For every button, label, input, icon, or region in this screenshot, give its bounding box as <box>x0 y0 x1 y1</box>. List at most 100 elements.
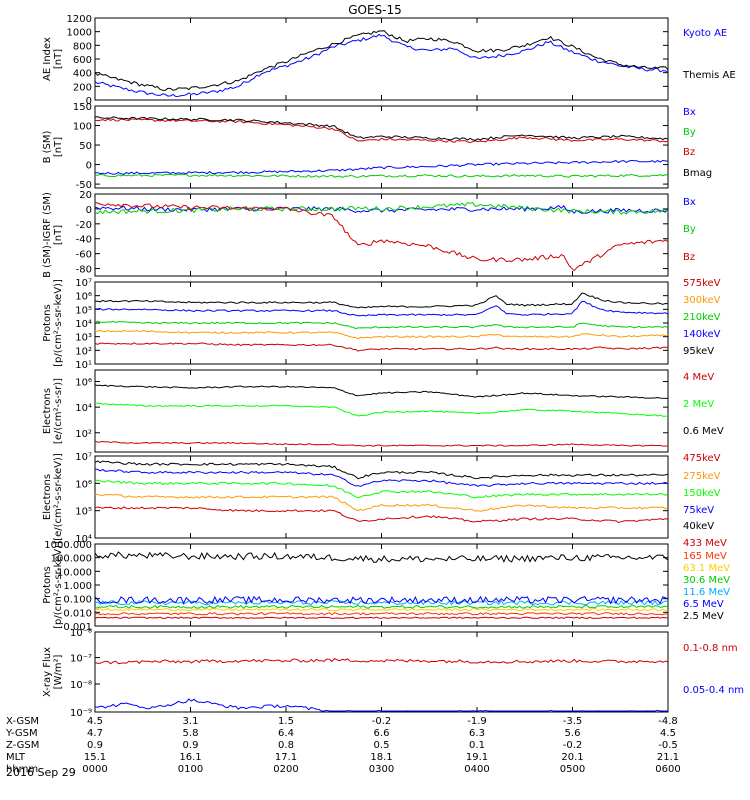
legend-entry: Bx <box>683 107 696 118</box>
legend-entry: 165 MeV <box>683 551 727 562</box>
y-tick-label: 100.000 <box>51 554 92 565</box>
legend-entry: 140keV <box>683 329 721 340</box>
y-tick-label: 400 <box>73 69 92 80</box>
series-line-protons_hi-6 <box>94 551 669 564</box>
series-line-xray-0 <box>94 657 669 665</box>
legend-entry: 95keV <box>683 346 714 357</box>
y-axis-label: [p/(cm²-s-sr-keV)] <box>53 279 64 367</box>
x-tick-value: 0.9 <box>183 740 199 751</box>
y-axis-label: [nT] <box>53 225 64 245</box>
series-line-protons_hi-2 <box>94 607 669 612</box>
legend-entry: 63.1 MeV <box>683 563 730 574</box>
legend-entry: Bmag <box>683 168 712 179</box>
y-tick-label: 0 <box>86 205 92 216</box>
y-axis-label: [nT] <box>53 137 64 157</box>
y-tick-label: 10⁴ <box>75 534 92 545</box>
y-axis-label: [W/m²] <box>53 654 64 689</box>
x-tick-value: 0.5 <box>374 740 390 751</box>
y-tick-label: 10⁻⁹ <box>70 708 92 719</box>
legend-entry: 30.6 MeV <box>683 575 730 586</box>
series-line-ae-0 <box>94 33 669 98</box>
series-line-protons_mev-4 <box>94 292 669 309</box>
x-row-label: MLT <box>6 752 26 763</box>
legend-entry: 0.05-0.4 nm <box>683 685 744 696</box>
x-tick-value: 4.7 <box>87 728 103 739</box>
x-tick-value: 6.3 <box>469 728 485 739</box>
series-line-protons_hi-5 <box>94 595 669 605</box>
panel-frame <box>94 369 669 453</box>
x-tick-value: 0.8 <box>278 740 294 751</box>
y-tick-label: 10² <box>75 346 92 357</box>
series-line-electrons_kev-0 <box>94 506 669 524</box>
legend-entry: Bx <box>683 197 696 208</box>
legend-entry: Bz <box>683 147 695 158</box>
x-tick-value: -0.2 <box>372 716 392 727</box>
panel-electrons_kev: 10⁴ 10⁵ 10⁶ 10⁷ Electrons [e/(cm²-s-sr-keV)] 4… <box>42 452 721 545</box>
series-line-b-2 <box>94 118 669 144</box>
legend-entry: 4 MeV <box>683 372 714 383</box>
y-axis-label: Protons <box>42 304 53 341</box>
series-line-electrons_kev-4 <box>94 460 669 480</box>
series-line-b-1 <box>94 173 669 178</box>
series-line-protons_mev-3 <box>95 300 669 317</box>
panel-b: -50 0 50 100 150 B (SM) [nT] Bx By Bz Bmag <box>42 102 712 191</box>
series-line-ae-1 <box>94 30 669 91</box>
x-tick-value: 0000 <box>82 764 107 775</box>
series-line-dbigrf-2 <box>94 202 669 272</box>
legend-entry: 475keV <box>683 453 721 464</box>
y-tick-label: -50 <box>76 180 92 191</box>
y-axis-label: Electrons <box>42 388 53 434</box>
y-tick-label: 1.000 <box>63 581 92 592</box>
y-axis-label: B (SM) <box>42 130 53 163</box>
chart-title: GOES-15 <box>348 3 402 17</box>
panel-protons_hi: 0.001 0.010 0.100 1.000 10.000 100.000 1000.00… <box>42 538 730 633</box>
x-axis-table: X-GSMY-GSMZ-GSMMLThhmm4.54.70.915.100003… <box>5 716 681 775</box>
legend-entry: 0.1-0.8 nm <box>683 643 738 654</box>
y-tick-label: 0 <box>86 96 92 107</box>
x-tick-value: -0.5 <box>658 740 678 751</box>
x-tick-value: 1.5 <box>278 716 294 727</box>
panel-protons_mev: 10¹ 10² 10³ 10⁴ 10⁵ 10⁶ 10⁷ Protons [p/(cm²-s-sr… <box>42 278 721 371</box>
series-line-protons_hi-1 <box>94 612 669 616</box>
legend-entry: By <box>683 224 696 235</box>
y-tick-label: -80 <box>76 265 92 276</box>
legend-entry: 2.5 MeV <box>683 611 724 622</box>
y-tick-label: 10⁴ <box>75 403 92 414</box>
series-line-electrons_kev-3 <box>94 468 669 487</box>
series-line-protons_hi-4 <box>94 600 669 606</box>
series-line-protons_mev-1 <box>94 329 669 340</box>
series-line-protons_mev-0 <box>94 342 669 352</box>
y-tick-label: 1000 <box>67 28 92 39</box>
x-tick-value: 6.6 <box>374 728 390 739</box>
series-line-protons_hi-3 <box>94 604 669 609</box>
x-row-label: hhmm <box>6 764 38 775</box>
y-tick-label: 0.010 <box>63 608 92 619</box>
y-tick-label: -40 <box>76 235 92 246</box>
y-axis-label: X-ray Flux <box>42 647 53 697</box>
y-axis-label: [e/(cm²-s-sr-keV)] <box>53 453 64 541</box>
date-label: 2016 Sep 29 <box>6 766 76 779</box>
x-tick-value: 0.9 <box>87 740 103 751</box>
x-tick-value: 19.1 <box>466 752 488 763</box>
x-tick-value: -3.5 <box>563 716 583 727</box>
y-tick-label: 10⁻⁸ <box>70 628 92 639</box>
x-tick-value: 21.1 <box>657 752 679 763</box>
x-tick-value: -4.8 <box>658 716 678 727</box>
y-tick-label: -20 <box>76 220 92 231</box>
y-tick-label: 0 <box>86 161 92 172</box>
y-tick-label: 10⁻⁸ <box>70 680 92 691</box>
y-axis-label: AE Index <box>42 37 53 81</box>
panel-ae: 0 200 400 600 800 1000 1200 AE Index [nT] Kyoto A… <box>42 14 736 107</box>
legend-entry: 6.5 MeV <box>683 599 724 610</box>
panel-frame <box>94 193 669 277</box>
y-tick-label: 600 <box>73 55 92 66</box>
y-tick-label: 10⁵ <box>75 507 92 518</box>
y-tick-label: 50 <box>79 141 92 152</box>
x-tick-value: 0200 <box>273 764 298 775</box>
y-tick-label: 0.100 <box>63 595 92 606</box>
legend-entry: 40keV <box>683 521 714 532</box>
y-tick-label: 800 <box>73 41 92 52</box>
y-tick-label: 10⁴ <box>75 319 92 330</box>
